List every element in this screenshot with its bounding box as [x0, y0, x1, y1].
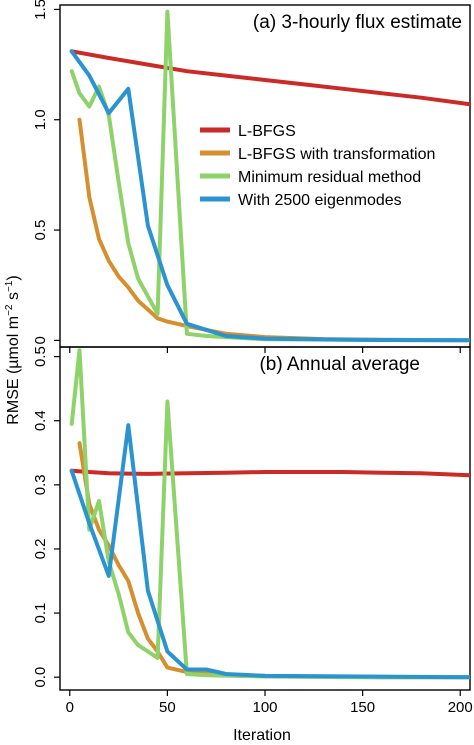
y-tick-label: 1.5 [32, 0, 49, 20]
series-line-with-2500-eigenmodes [69, 423, 470, 680]
series-line-l-bfgs [69, 468, 470, 478]
legend-label: L-BFGS with transformation [238, 146, 435, 163]
y-tick-label: 0.5 [32, 220, 49, 241]
legend-label: With 2500 eigenmodes [238, 192, 402, 209]
panel-b: 0.0 0.1 0.2 0.3 0.4 0.5 0 50 100 150 200 (b) Annual… [32, 346, 473, 716]
series-line-l-bfgs [69, 49, 470, 107]
x-tick-label: 50 [159, 699, 176, 716]
series-line-minimum-residual-method [69, 348, 470, 680]
y-tick-label: 0.0 [32, 667, 49, 688]
y-tick-label: 0.4 [32, 410, 49, 431]
y-tick-label: 0.5 [32, 346, 49, 367]
x-tick-label: 200 [448, 699, 473, 716]
y-tick-label: 0.3 [32, 474, 49, 495]
panel-title: (b) Annual average [259, 354, 420, 375]
y-tick-label: 0.2 [32, 539, 49, 560]
x-tick-label: 150 [350, 699, 375, 716]
legend: L-BFGS L-BFGS with transformation Minimum … [200, 123, 435, 209]
legend-label: Minimum residual method [238, 169, 421, 186]
legend-label: L-BFGS [238, 123, 296, 140]
panel-a: 0 0.5 1.0 1.5 (a) 3-hourly flux estimate L-BF… [32, 0, 471, 353]
series-line-with-2500-eigenmodes [69, 49, 470, 343]
x-tick-label: 100 [252, 699, 277, 716]
y-tick-label: 0 [32, 336, 49, 344]
y-tick-label: 0.1 [32, 603, 49, 624]
plot-frame [59, 346, 471, 691]
y-axis-label: RMSE (µmol m−2 s−1) [4, 275, 22, 424]
x-tick-label: 0 [66, 699, 74, 716]
x-axis-label: Iteration [233, 727, 291, 744]
y-tick-label: 1.0 [32, 109, 49, 130]
panel-title: (a) 3-hourly flux estimate [253, 12, 462, 33]
